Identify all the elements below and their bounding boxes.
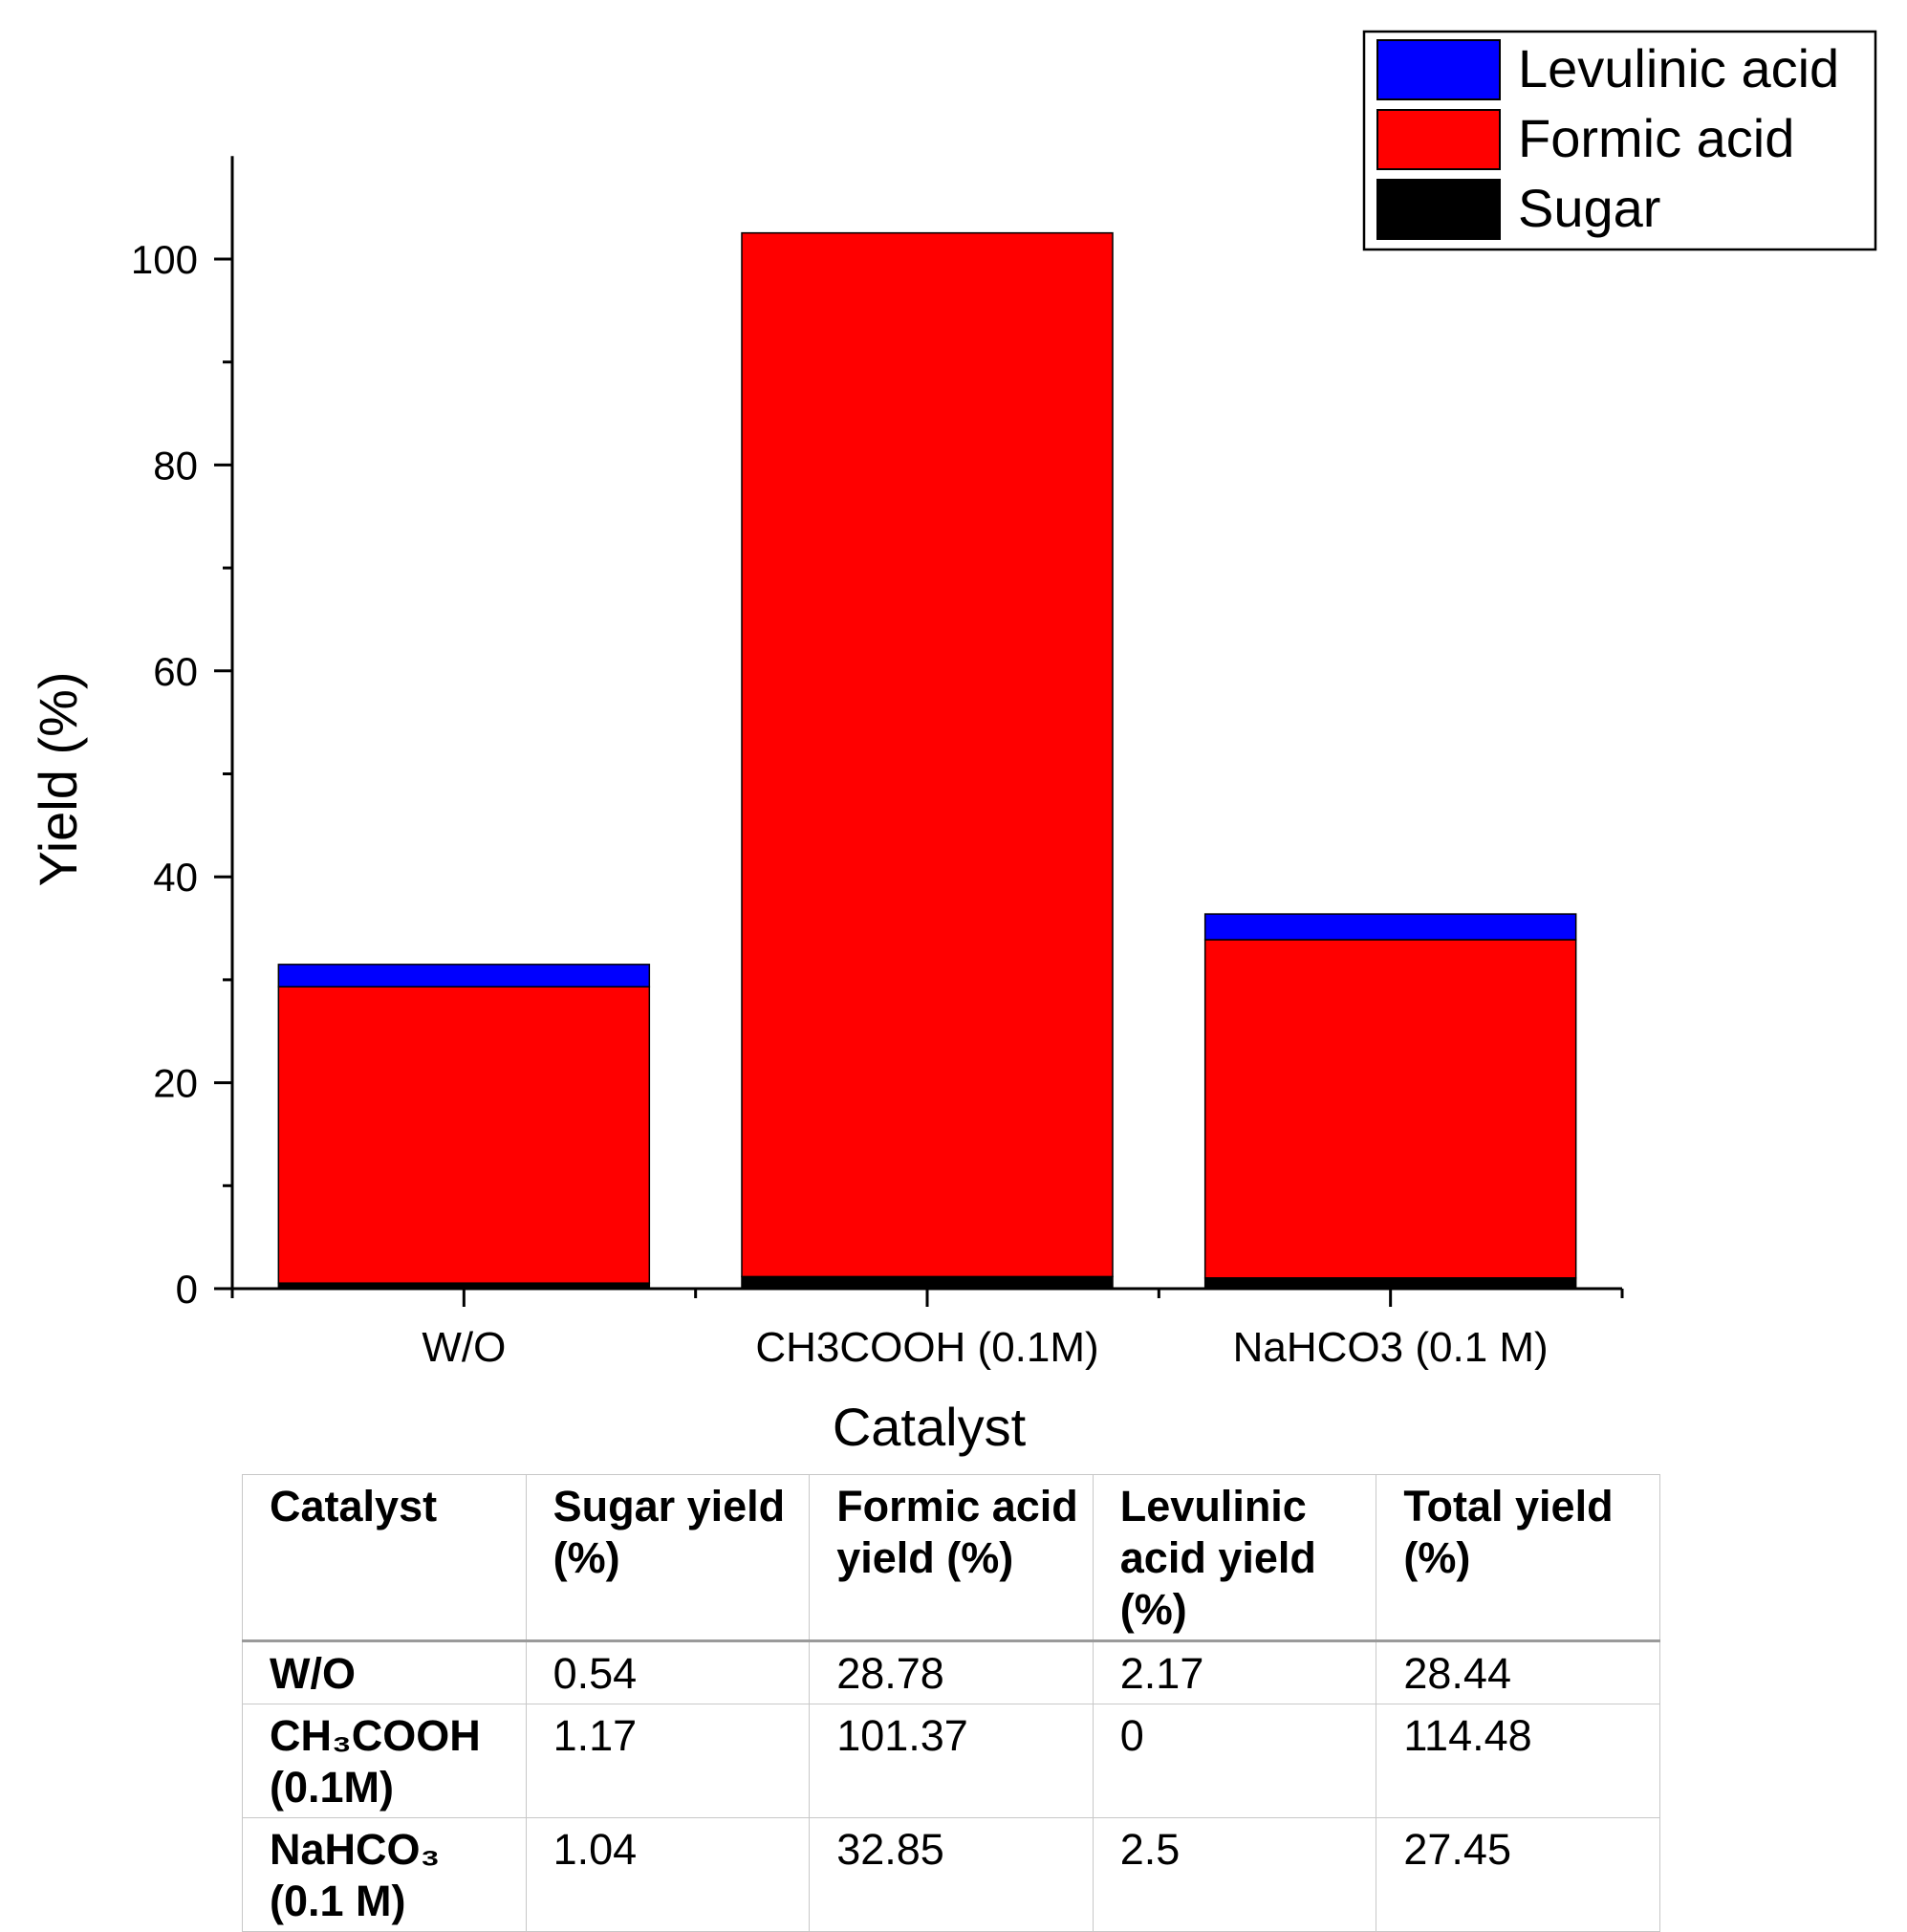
cell-formic: 28.78 — [809, 1640, 1094, 1704]
cell-levulinic: 2.17 — [1092, 1640, 1377, 1704]
cell-formic: 32.85 — [809, 1817, 1094, 1932]
header-total-yield: Total yield (%) — [1376, 1474, 1660, 1642]
header-levulinic-acid-yield: Levulinic acid yield (%) — [1092, 1474, 1377, 1642]
catalyst-concentration: (0.1 M) — [270, 1877, 406, 1925]
legend: Levulinic acid Formic acid Sugar — [1362, 30, 1877, 251]
y-axis-title: Yield (%) — [28, 671, 88, 886]
cell-levulinic: 2.5 — [1092, 1817, 1377, 1932]
header-sugar-yield: Sugar yield (%) — [525, 1474, 811, 1642]
bar-sugar-ch3cooh-0-1m — [741, 1275, 1114, 1290]
legend-label-formic-acid: Formic acid — [1518, 108, 1794, 168]
x-axis-title: Catalyst — [833, 1397, 1027, 1457]
header-catalyst: Catalyst — [242, 1474, 527, 1642]
axes-layer: 0 20 40 60 80 100 W/O CH3COOH (0.1M) NaHCO3 (0.1… — [131, 156, 1624, 1371]
cell-levulinic: 0 — [1092, 1704, 1377, 1818]
legend-label-sugar: Sugar — [1518, 178, 1660, 238]
bar-formic-acid-ch3cooh-0-1m — [741, 231, 1114, 1278]
y-tick-label: 60 — [153, 649, 198, 694]
y-tick-label: 80 — [153, 443, 198, 488]
catalyst-concentration: (0.1M) — [270, 1763, 395, 1812]
x-tick-label-ch3cooh-0-1m: CH3COOH (0.1M) — [755, 1324, 1098, 1371]
legend-swatch-levulinic-acid — [1376, 39, 1501, 100]
bars-layer — [277, 231, 1577, 1290]
table-row: NaHCO₃ (0.1 M) 1.04 32.85 2.5 27.45 — [242, 1817, 1660, 1932]
cell-formic: 101.37 — [809, 1704, 1094, 1818]
table-row: W/O 0.54 28.78 2.17 28.44 — [242, 1640, 1660, 1704]
row-catalyst: NaHCO₃ (0.1 M) — [242, 1817, 527, 1932]
y-tick-label: 100 — [131, 237, 198, 282]
x-tick-label-nahco3-0-1-m: NaHCO3 (0.1 M) — [1233, 1324, 1549, 1371]
bar-formic-acid-nahco3-0-1-m — [1203, 939, 1577, 1279]
row-catalyst: CH₃COOH (0.1M) — [242, 1704, 527, 1818]
legend-swatch-formic-acid — [1376, 109, 1501, 170]
bar-levulinic-acid-nahco3-0-1-m — [1203, 913, 1577, 941]
catalyst-name: W/O — [270, 1649, 356, 1698]
catalyst-name: CH₃COOH — [270, 1711, 481, 1760]
y-tick-label: 20 — [153, 1061, 198, 1106]
yield-table: Catalyst Sugar yield (%) Formic acid yie… — [242, 1474, 1660, 1932]
legend-swatch-sugar — [1376, 179, 1501, 240]
bar-sugar-nahco3-0-1-m — [1203, 1277, 1577, 1290]
bar-levulinic-acid-w-o — [277, 964, 651, 988]
cell-total: 28.44 — [1376, 1640, 1660, 1704]
x-tick-label-w-o: W/O — [422, 1324, 506, 1371]
cell-total: 114.48 — [1376, 1704, 1660, 1818]
catalyst-name: NaHCO₃ — [270, 1825, 441, 1874]
header-formic-acid-yield: Formic acid yield (%) — [809, 1474, 1094, 1642]
table-header-row: Catalyst Sugar yield (%) Formic acid yie… — [242, 1474, 1660, 1642]
cell-sugar: 1.04 — [525, 1817, 811, 1932]
cell-total: 27.45 — [1376, 1817, 1660, 1932]
bar-formic-acid-w-o — [277, 986, 651, 1284]
legend-label-levulinic-acid: Levulinic acid — [1518, 38, 1839, 98]
cell-sugar: 1.17 — [525, 1704, 811, 1818]
row-catalyst: W/O — [242, 1640, 527, 1704]
stacked-bar-chart: 0 20 40 60 80 100 W/O CH3COOH (0.1M) NaHCO3 (0.1… — [28, 30, 1877, 1457]
table-row: CH₃COOH (0.1M) 1.17 101.37 0 114.48 — [242, 1704, 1660, 1818]
cell-sugar: 0.54 — [525, 1640, 811, 1704]
y-tick-label: 40 — [153, 855, 198, 900]
y-tick-label: 0 — [176, 1267, 198, 1312]
